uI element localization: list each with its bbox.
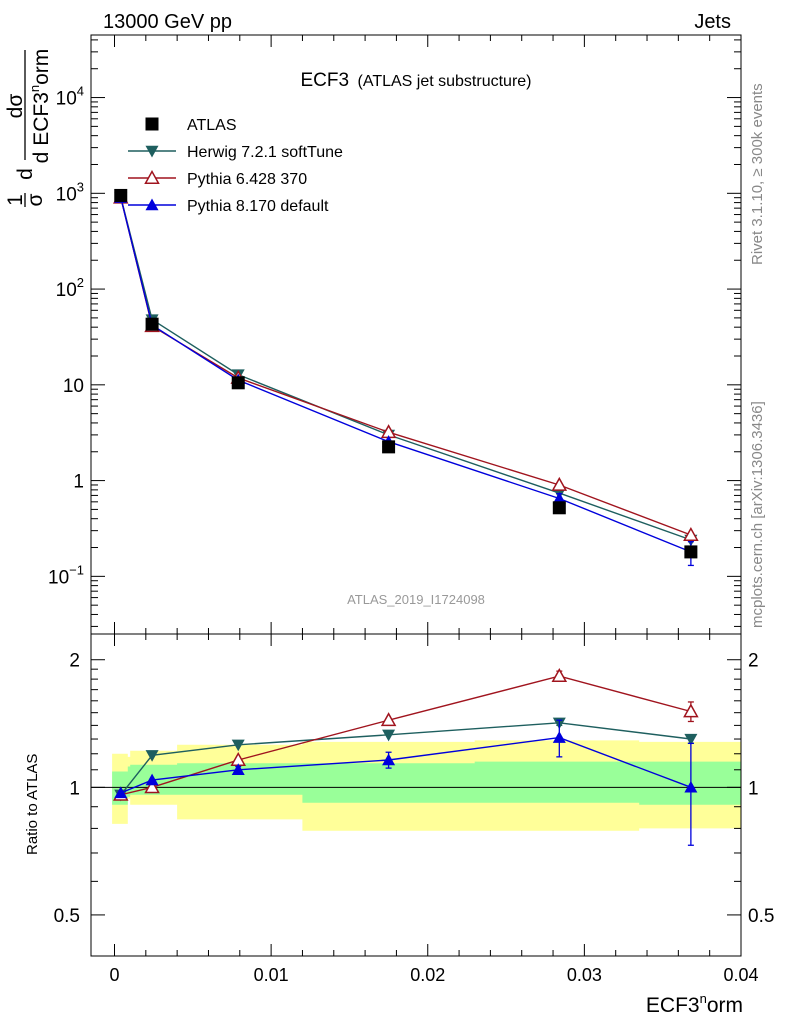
series-atlas <box>114 188 698 559</box>
legend-label: ATLAS <box>187 117 237 134</box>
ratio-point <box>382 729 396 742</box>
ratio-point <box>684 733 698 746</box>
ratio-y-tick-label: 2 <box>69 651 80 672</box>
x-tick-label: 0.03 <box>567 965 602 985</box>
ratio-band-inner <box>112 761 742 805</box>
legend-label: Pythia 8.170 default <box>187 198 329 215</box>
legend-marker <box>145 117 159 131</box>
ratio-point <box>684 780 698 793</box>
x-tick-label: 0.04 <box>723 965 758 985</box>
legend: ATLAS Herwig 7.2.1 softTune Pythia 6.428 3… <box>128 117 343 215</box>
data-point <box>552 492 566 504</box>
y-label-prefix-bot: σ <box>24 193 47 206</box>
data-point <box>145 317 159 331</box>
ratio-y-label: Ratio to ATLAS <box>24 754 41 855</box>
legend-marker <box>144 169 160 184</box>
ratio-y-tick-label-right: 2 <box>748 651 759 672</box>
legend-item: Pythia 8.170 default <box>128 198 329 215</box>
series-line-main <box>120 197 692 536</box>
x-tick-label: 0.01 <box>254 965 289 985</box>
legend-label: Pythia 6.428 370 <box>187 171 307 188</box>
y-axis-label: 1 σ d dσ d ECF3norm <box>4 49 53 207</box>
x-tick-label: 0 <box>109 965 119 985</box>
y-label-d: d <box>14 168 37 180</box>
ratio-point <box>551 668 568 683</box>
data-point <box>231 376 245 390</box>
ratio-point <box>552 731 566 743</box>
x-axis-label: ECF3norm <box>646 991 743 1017</box>
band-layer <box>91 740 742 831</box>
ratio-y-tick-label-right: 1 <box>748 778 759 799</box>
ratio-point <box>683 703 699 718</box>
series-line-ratio <box>120 675 692 796</box>
data-point <box>684 545 698 559</box>
legend-item: ATLAS <box>145 117 237 134</box>
data-point <box>683 526 699 541</box>
x-tick-label: 0.02 <box>410 965 445 985</box>
y-tick-label: 103 <box>56 179 84 205</box>
series-pythia-6-428-370 <box>112 189 699 801</box>
legend-item: Herwig 7.2.1 softTune <box>128 144 343 161</box>
series-line-main <box>120 197 692 541</box>
series-line-ratio <box>120 736 692 794</box>
y-tick-label: 102 <box>56 275 84 301</box>
series-herwig-7-2-1-softtune <box>114 192 698 802</box>
legend-label: Herwig 7.2.1 softTune <box>187 144 343 161</box>
ratio-frame <box>90 633 742 957</box>
ratio-point <box>144 779 160 794</box>
y-tick-label: 1 <box>73 472 84 493</box>
ratio-y-tick-label-right: 0.5 <box>748 906 774 927</box>
ratio-point <box>145 750 159 762</box>
data-point <box>382 440 396 454</box>
ratio-point <box>380 712 397 727</box>
mcplots-label: mcplots.cern.ch [arXiv:1306.3436] <box>749 401 766 628</box>
series-line-main <box>120 197 692 553</box>
ratio-point <box>231 763 245 775</box>
legend-marker <box>145 145 159 158</box>
y-label-frac-top: dσ <box>4 94 27 119</box>
process-label: Jets <box>694 11 731 33</box>
ratio-point <box>382 753 396 766</box>
y-tick-label: 104 <box>56 84 84 110</box>
rivet-label: Rivet 3.1.10, ≥ 300k events <box>749 83 766 265</box>
data-point <box>114 188 128 202</box>
data-point <box>552 501 566 515</box>
ratio-point <box>145 773 159 786</box>
series-layer <box>112 188 699 846</box>
ratio-y-tick-label: 1 <box>69 778 80 799</box>
plot-title: ECF3 (ATLAS jet substructure) <box>300 70 531 91</box>
ratio-point <box>114 786 128 799</box>
data-point <box>551 476 568 491</box>
y-tick-label: 10 <box>63 376 84 397</box>
ratio-point <box>231 739 245 752</box>
energy-label: 13000 GeV pp <box>103 11 232 33</box>
ratio-y-tick-label: 0.5 <box>54 906 80 927</box>
y-label-prefix-top: 1 <box>4 194 27 206</box>
y-label-frac-bot: d ECF3norm <box>27 49 53 164</box>
analysis-id: ATLAS_2019_I1724098 <box>347 592 485 607</box>
y-tick-label: 10−1 <box>48 562 84 588</box>
legend-marker <box>145 198 159 211</box>
legend-item: Pythia 6.428 370 <box>128 169 307 188</box>
